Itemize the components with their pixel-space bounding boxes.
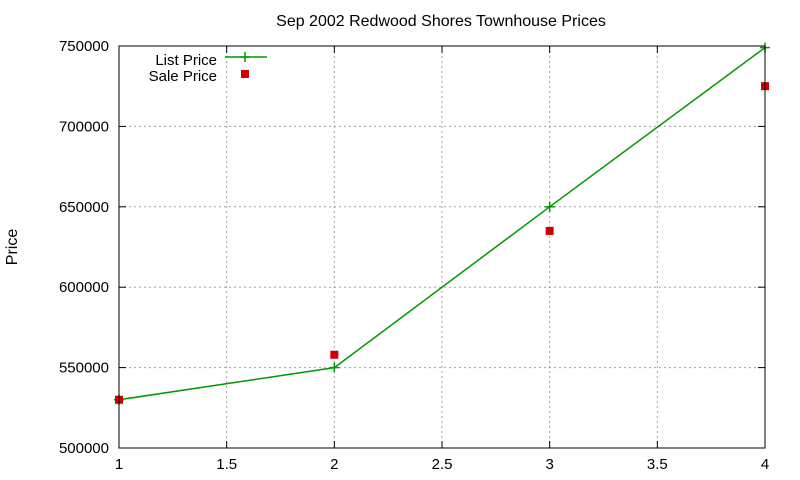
y-tick-label: 500000 (59, 440, 109, 457)
legend-sample-marker-list-price (240, 52, 250, 62)
x-tick-label: 1.5 (216, 456, 237, 473)
y-tick-label: 650000 (59, 199, 109, 216)
sale-price-point (330, 350, 339, 359)
legend-label-sale-price: Sale Price (149, 68, 217, 85)
y-tick-label: 750000 (59, 38, 109, 55)
y-tick-label: 550000 (59, 360, 109, 377)
x-tick-label: 3 (545, 456, 553, 473)
x-tick-label: 2 (330, 456, 338, 473)
y-tick-label: 700000 (59, 118, 109, 135)
chart-title: Sep 2002 Redwood Shores Townhouse Prices (276, 13, 606, 30)
plot-frame (118, 45, 766, 449)
legend-sample-marker-sale-price (241, 70, 249, 78)
list-price-point (544, 201, 555, 212)
list-price-line (118, 47, 766, 401)
axis-ticks: 1 1.5 2 2.5 3 3.5 4 500000 550000 600000 650000 700… (59, 38, 769, 473)
grid-lines (119, 46, 765, 448)
y-axis-title: Price (4, 229, 21, 266)
legend-label-list-price: List Price (155, 52, 217, 69)
x-tick-label: 3.5 (647, 456, 668, 473)
x-tick-label: 1 (115, 456, 123, 473)
x-tick-label: 4 (761, 456, 769, 473)
sale-price-point (545, 226, 554, 235)
y-tick-label: 600000 (59, 279, 109, 296)
x-tick-label: 2.5 (432, 456, 453, 473)
list-price-point (329, 362, 340, 373)
